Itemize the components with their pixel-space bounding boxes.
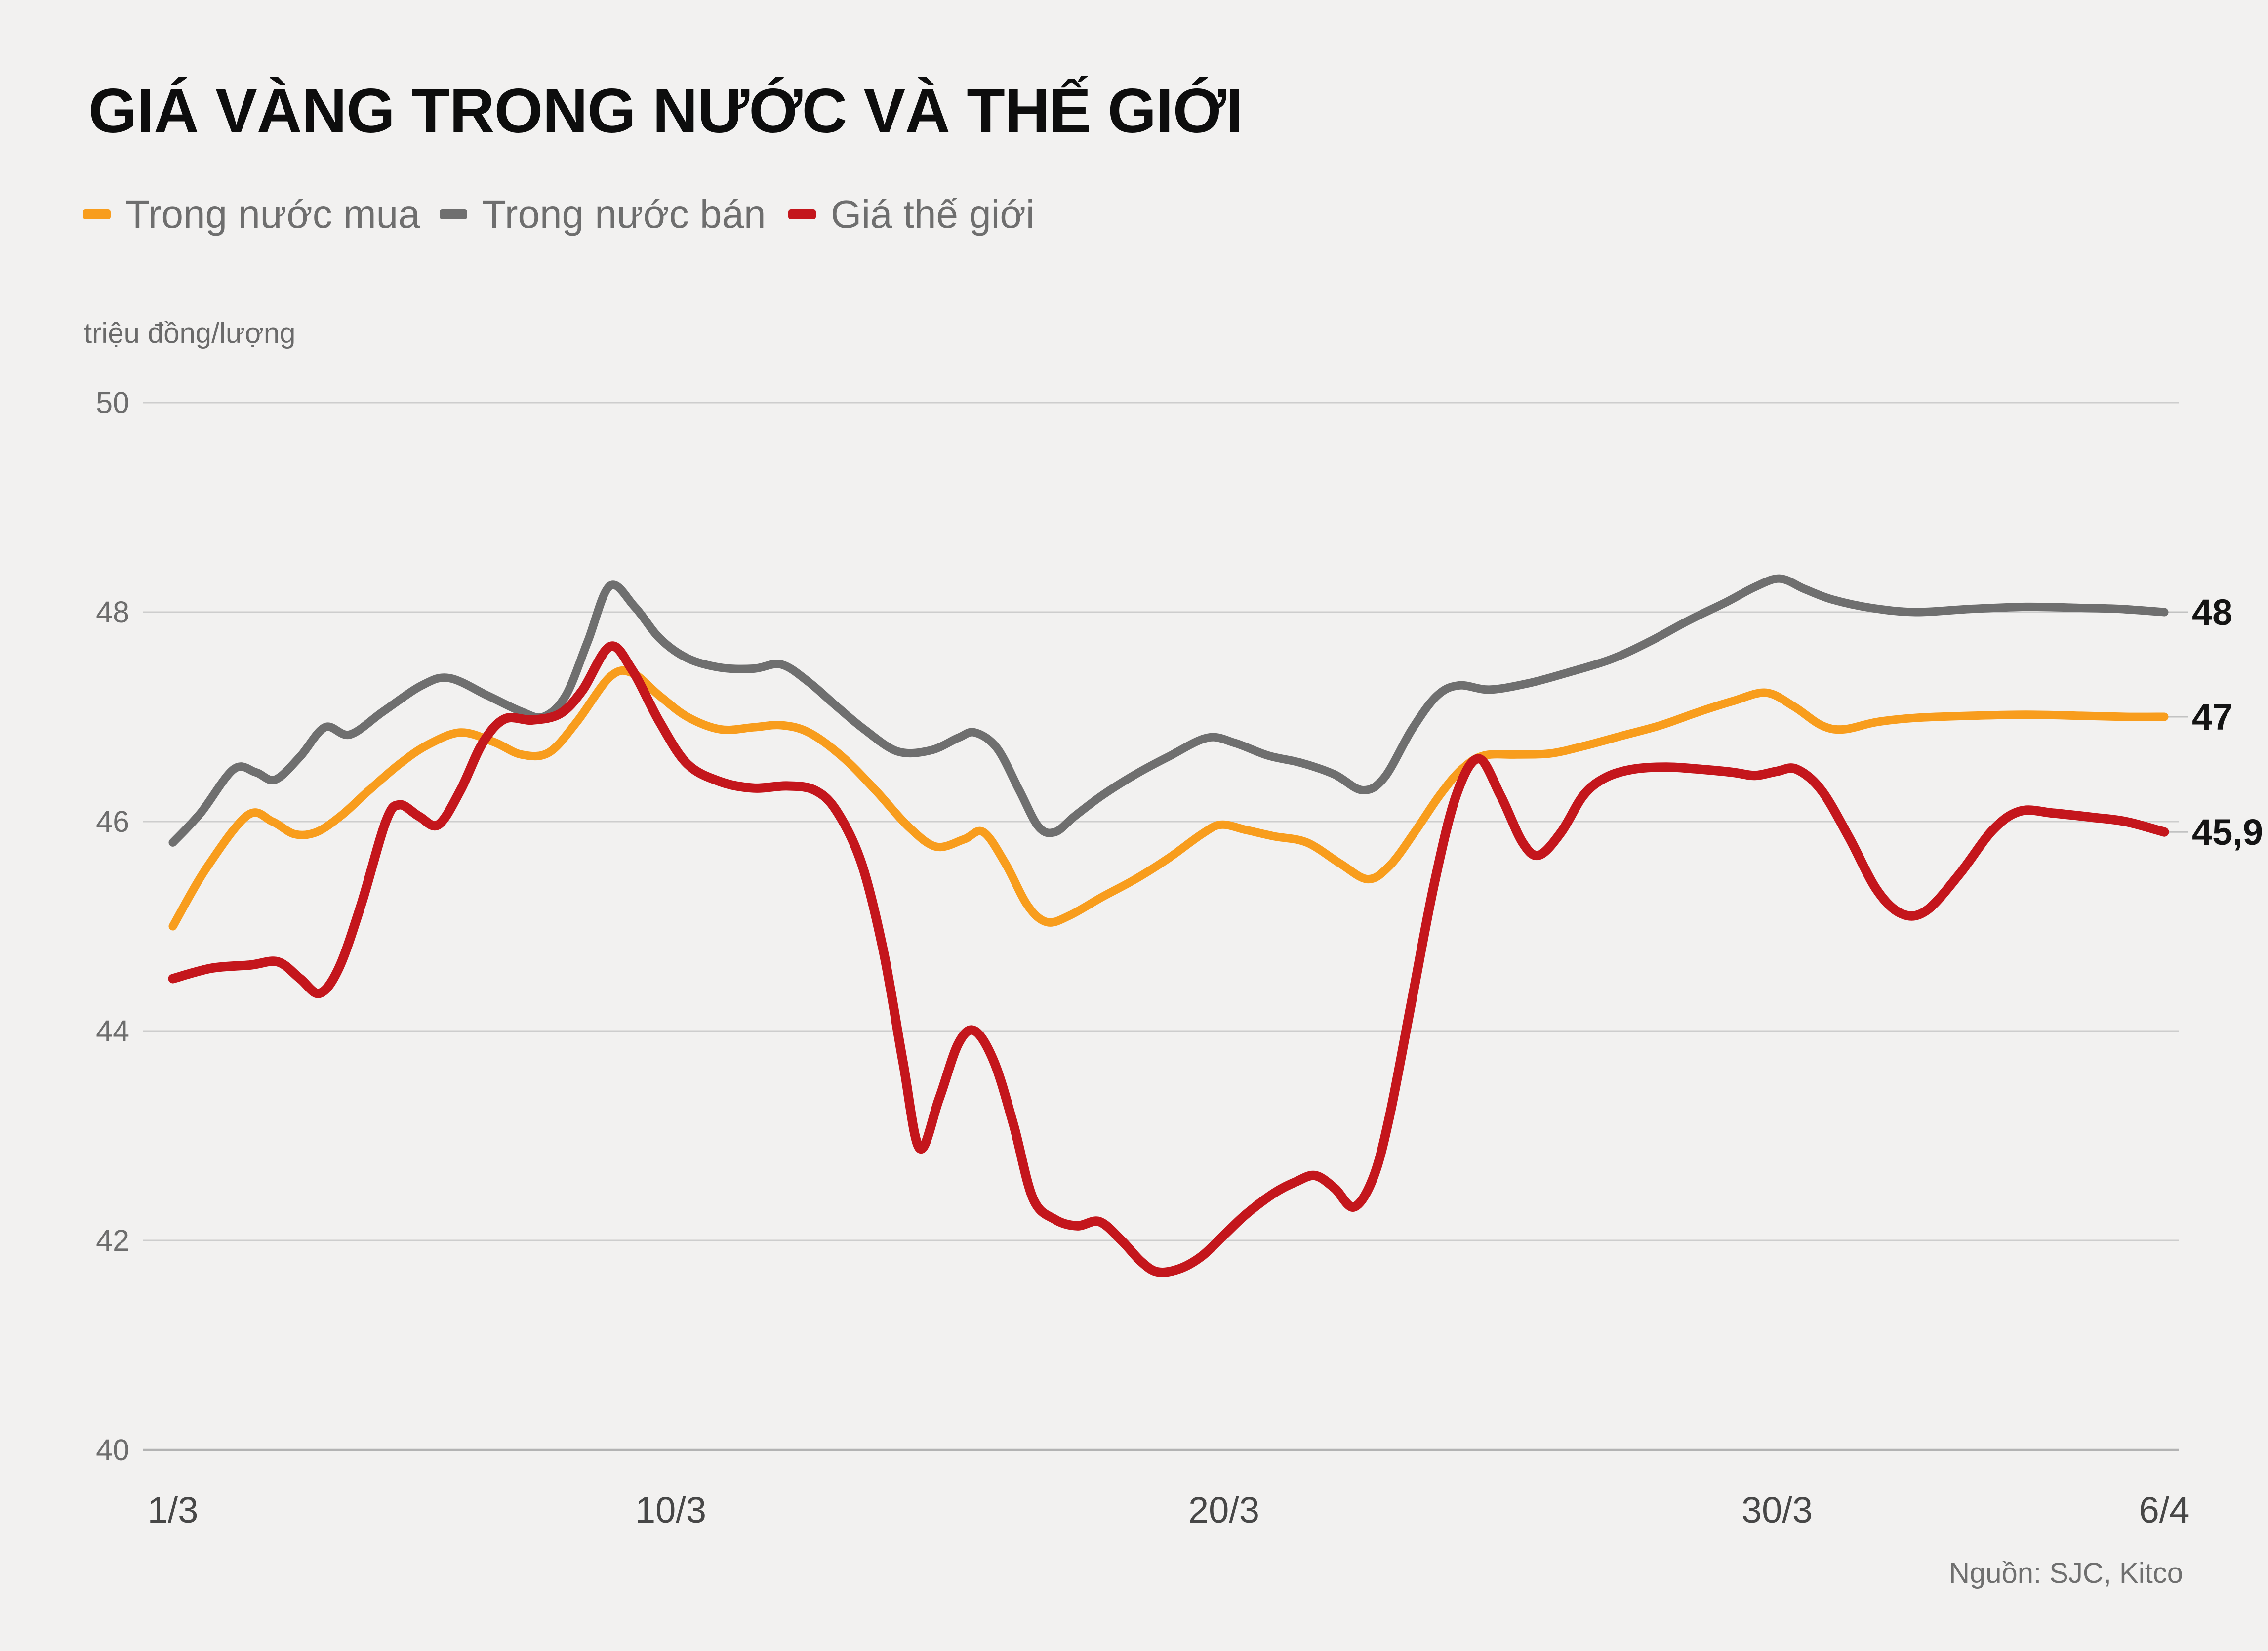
- x-tick-label-20-3: 20/3: [1188, 1489, 1259, 1530]
- end-label-gia-the-gioi: 45,9: [2192, 812, 2263, 853]
- y-tick-label-40: 40: [96, 1433, 129, 1467]
- x-tick-label-1-3: 1/3: [148, 1489, 199, 1530]
- x-tick-label-30-3: 30/3: [1742, 1489, 1813, 1530]
- x-tick-label-6-4: 6/4: [2139, 1489, 2190, 1530]
- end-label-trong-nuoc-ban: 48: [2192, 592, 2232, 633]
- source-credit: Nguồn: SJC, Kitco: [1949, 1557, 2183, 1589]
- series-line-trong-nuoc-ban: [168, 574, 2169, 847]
- legend-item-trong-nuoc-ban: Trong nước bán: [440, 194, 766, 235]
- end-label-trong-nuoc-mua: 47: [2192, 697, 2232, 738]
- legend-swatch-red-icon: [788, 209, 816, 219]
- chart-title: GIÁ VÀNG TRONG NƯỚC VÀ THẾ GIỚI: [88, 76, 1243, 146]
- y-tick-label-46: 46: [96, 805, 129, 838]
- y-axis-unit-label: triệu đồng/lượng: [84, 317, 296, 349]
- x-tick-label-10-3: 10/3: [635, 1489, 706, 1530]
- y-tick-label-48: 48: [96, 595, 129, 629]
- y-tick-label-50: 50: [96, 386, 129, 419]
- legend-swatch-gray-icon: [440, 209, 467, 219]
- legend-label: Trong nước bán: [482, 192, 766, 236]
- series-line-gia-the-gioi: [168, 641, 2169, 1277]
- y-tick-label-42: 42: [96, 1224, 129, 1257]
- legend-label: Giá thế giới: [831, 192, 1035, 236]
- series-line-trong-nuoc-mua: [168, 666, 2169, 931]
- legend: Trong nước mua Trong nước bán Giá thế gi…: [0, 194, 2268, 238]
- legend-item-trong-nuoc-mua: Trong nước mua: [83, 194, 420, 235]
- legend-swatch-orange-icon: [83, 209, 111, 219]
- y-tick-label-44: 44: [96, 1014, 129, 1048]
- legend-label: Trong nước mua: [125, 192, 420, 236]
- legend-item-gia-the-gioi: Giá thế giới: [788, 194, 1035, 235]
